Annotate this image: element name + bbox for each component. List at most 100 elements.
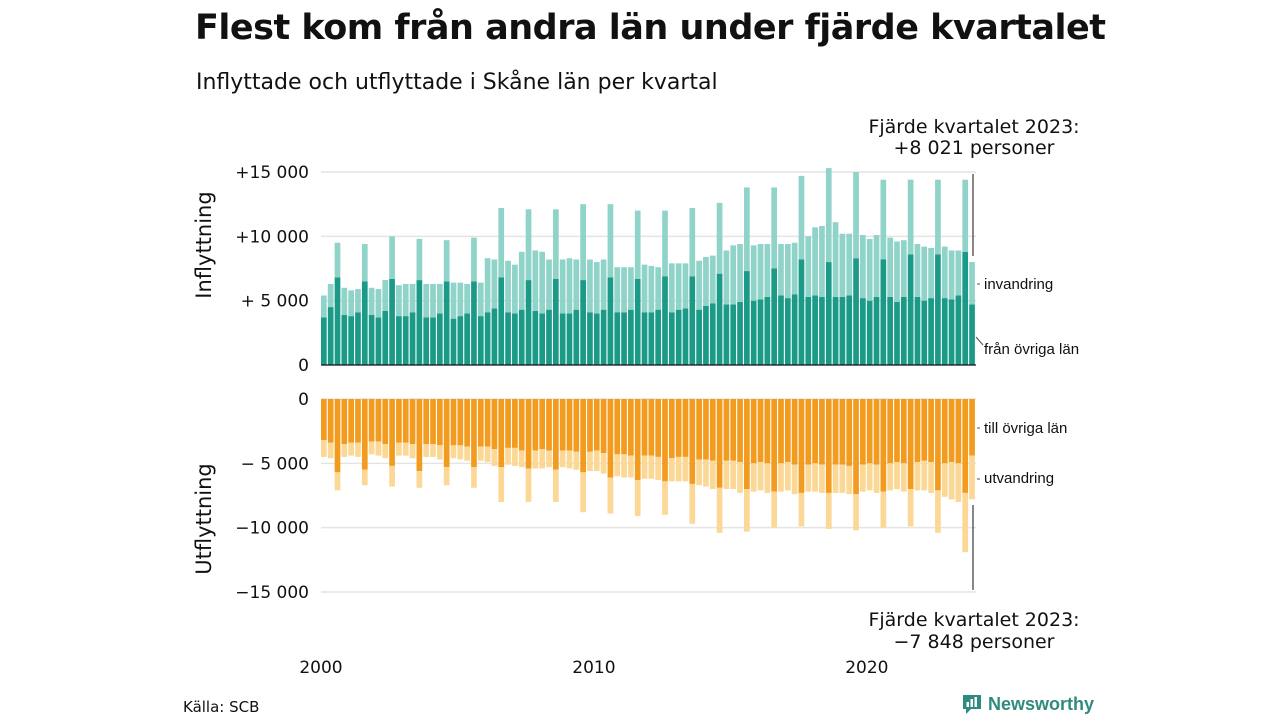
bar-invandring [873, 235, 880, 297]
bar-fran-ovriga-lan [900, 296, 907, 365]
chart-subtitle: Inflyttade och utflyttade i Skåne län pe… [196, 70, 718, 95]
newsworthy-logo[interactable]: Newsworthy [961, 693, 1094, 715]
bar-utvandring [860, 464, 866, 492]
label-utvandring: utvandring [984, 470, 1054, 487]
bar-utvandring [784, 462, 791, 491]
bar-till-ovriga-lan [334, 399, 341, 473]
bar-till-ovriga-lan [505, 399, 511, 448]
bar-till-ovriga-lan [860, 399, 866, 465]
bar-till-ovriga-lan [518, 399, 525, 451]
bar-invandring [416, 238, 423, 281]
bar-fran-ovriga-lan [839, 296, 846, 365]
bar-fran-ovriga-lan [355, 312, 361, 365]
bar-fran-ovriga-lan [498, 277, 505, 365]
bar-fran-ovriga-lan [750, 300, 757, 365]
bar-fran-ovriga-lan [436, 313, 443, 365]
bar-utvandring [505, 447, 511, 465]
bar-invandring [621, 267, 627, 313]
logo-name: Newsworthy [988, 693, 1095, 714]
newsworthy-logo-icon [963, 695, 981, 714]
bar-fran-ovriga-lan [962, 251, 969, 365]
ytick-label: −10 000 [235, 519, 309, 539]
bar-fran-ovriga-lan [546, 309, 552, 365]
bar-till-ovriga-lan [709, 399, 716, 461]
bar-utvandring [634, 480, 641, 517]
bar-utvandring [450, 445, 457, 459]
bar-utvandring [764, 463, 771, 493]
bar-utvandring [416, 471, 423, 488]
bar-utvandring [477, 446, 484, 461]
bar-invandring [798, 175, 805, 260]
bar-invandring [334, 242, 341, 278]
bar-fran-ovriga-lan [668, 312, 675, 365]
bar-till-ovriga-lan [628, 399, 634, 456]
annotation-bottom-line2: −7 848 personer [894, 631, 1055, 653]
bar-invandring [607, 204, 614, 278]
bar-till-ovriga-lan [430, 399, 436, 445]
bar-fran-ovriga-lan [771, 268, 778, 365]
bar-utvandring [457, 445, 464, 460]
bar-invandring [662, 210, 668, 277]
bar-utvandring [532, 450, 539, 469]
bar-till-ovriga-lan [805, 399, 812, 465]
bar-utvandring [484, 446, 491, 463]
bar-utvandring [396, 442, 402, 456]
bar-utvandring [471, 467, 477, 488]
bar-invandring [641, 264, 648, 313]
bar-invandring [648, 265, 655, 313]
bar-utvandring [655, 456, 662, 481]
annotation-bottom-line1: Fjärde kvartalet 2023: [868, 609, 1079, 631]
bar-fran-ovriga-lan [464, 313, 470, 365]
bar-utvandring [771, 491, 778, 528]
bar-fran-ovriga-lan [887, 296, 894, 365]
bar-invandring [894, 241, 900, 302]
bar-invandring [655, 267, 662, 310]
ytick-label: −15 000 [235, 583, 309, 603]
bar-fran-ovriga-lan [559, 313, 566, 365]
bar-fran-ovriga-lan [935, 254, 941, 365]
bar-invandring [368, 287, 375, 315]
bar-utvandring [566, 450, 573, 469]
bar-till-ovriga-lan [546, 399, 552, 451]
bar-fran-ovriga-lan [853, 258, 859, 365]
bar-invandring [573, 259, 580, 310]
bar-till-ovriga-lan [778, 399, 784, 464]
bar-invandring [682, 263, 689, 309]
bar-till-ovriga-lan [348, 399, 354, 443]
bar-fran-ovriga-lan [812, 295, 818, 365]
bar-till-ovriga-lan [696, 399, 702, 460]
bar-utvandring [546, 450, 552, 468]
bar-invandring [443, 240, 450, 282]
bar-till-ovriga-lan [798, 399, 805, 493]
bar-fran-ovriga-lan [416, 280, 423, 365]
xtick-label: 2000 [299, 658, 342, 678]
bar-invandring [696, 260, 702, 310]
bar-till-ovriga-lan [532, 399, 539, 451]
bar-till-ovriga-lan [839, 399, 846, 465]
bar-fran-ovriga-lan [443, 281, 450, 365]
bar-utvandring [327, 442, 334, 459]
bar-utvandring [689, 483, 696, 524]
bar-invandring [457, 282, 464, 317]
bar-till-ovriga-lan [900, 399, 907, 464]
bar-invandring [436, 283, 443, 314]
label-invandring: invandring [984, 276, 1053, 293]
bar-till-ovriga-lan [361, 399, 368, 470]
bar-utvandring [723, 460, 730, 490]
bar-invandring [327, 283, 334, 308]
bar-utvandring [361, 469, 368, 486]
bar-till-ovriga-lan [443, 399, 450, 468]
bar-till-ovriga-lan [757, 399, 764, 463]
bar-utvandring [812, 463, 818, 492]
bar-fran-ovriga-lan [682, 308, 689, 365]
bar-utvandring [600, 453, 607, 474]
bar-invandring [887, 237, 894, 297]
grid-lines [321, 171, 976, 593]
bar-utvandring [525, 468, 532, 502]
bar-till-ovriga-lan [600, 399, 607, 454]
bar-till-ovriga-lan [771, 399, 778, 492]
bar-invandring [505, 260, 511, 313]
bar-fran-ovriga-lan [532, 310, 539, 365]
bar-fran-ovriga-lan [566, 313, 573, 365]
bar-invandring [477, 282, 484, 317]
